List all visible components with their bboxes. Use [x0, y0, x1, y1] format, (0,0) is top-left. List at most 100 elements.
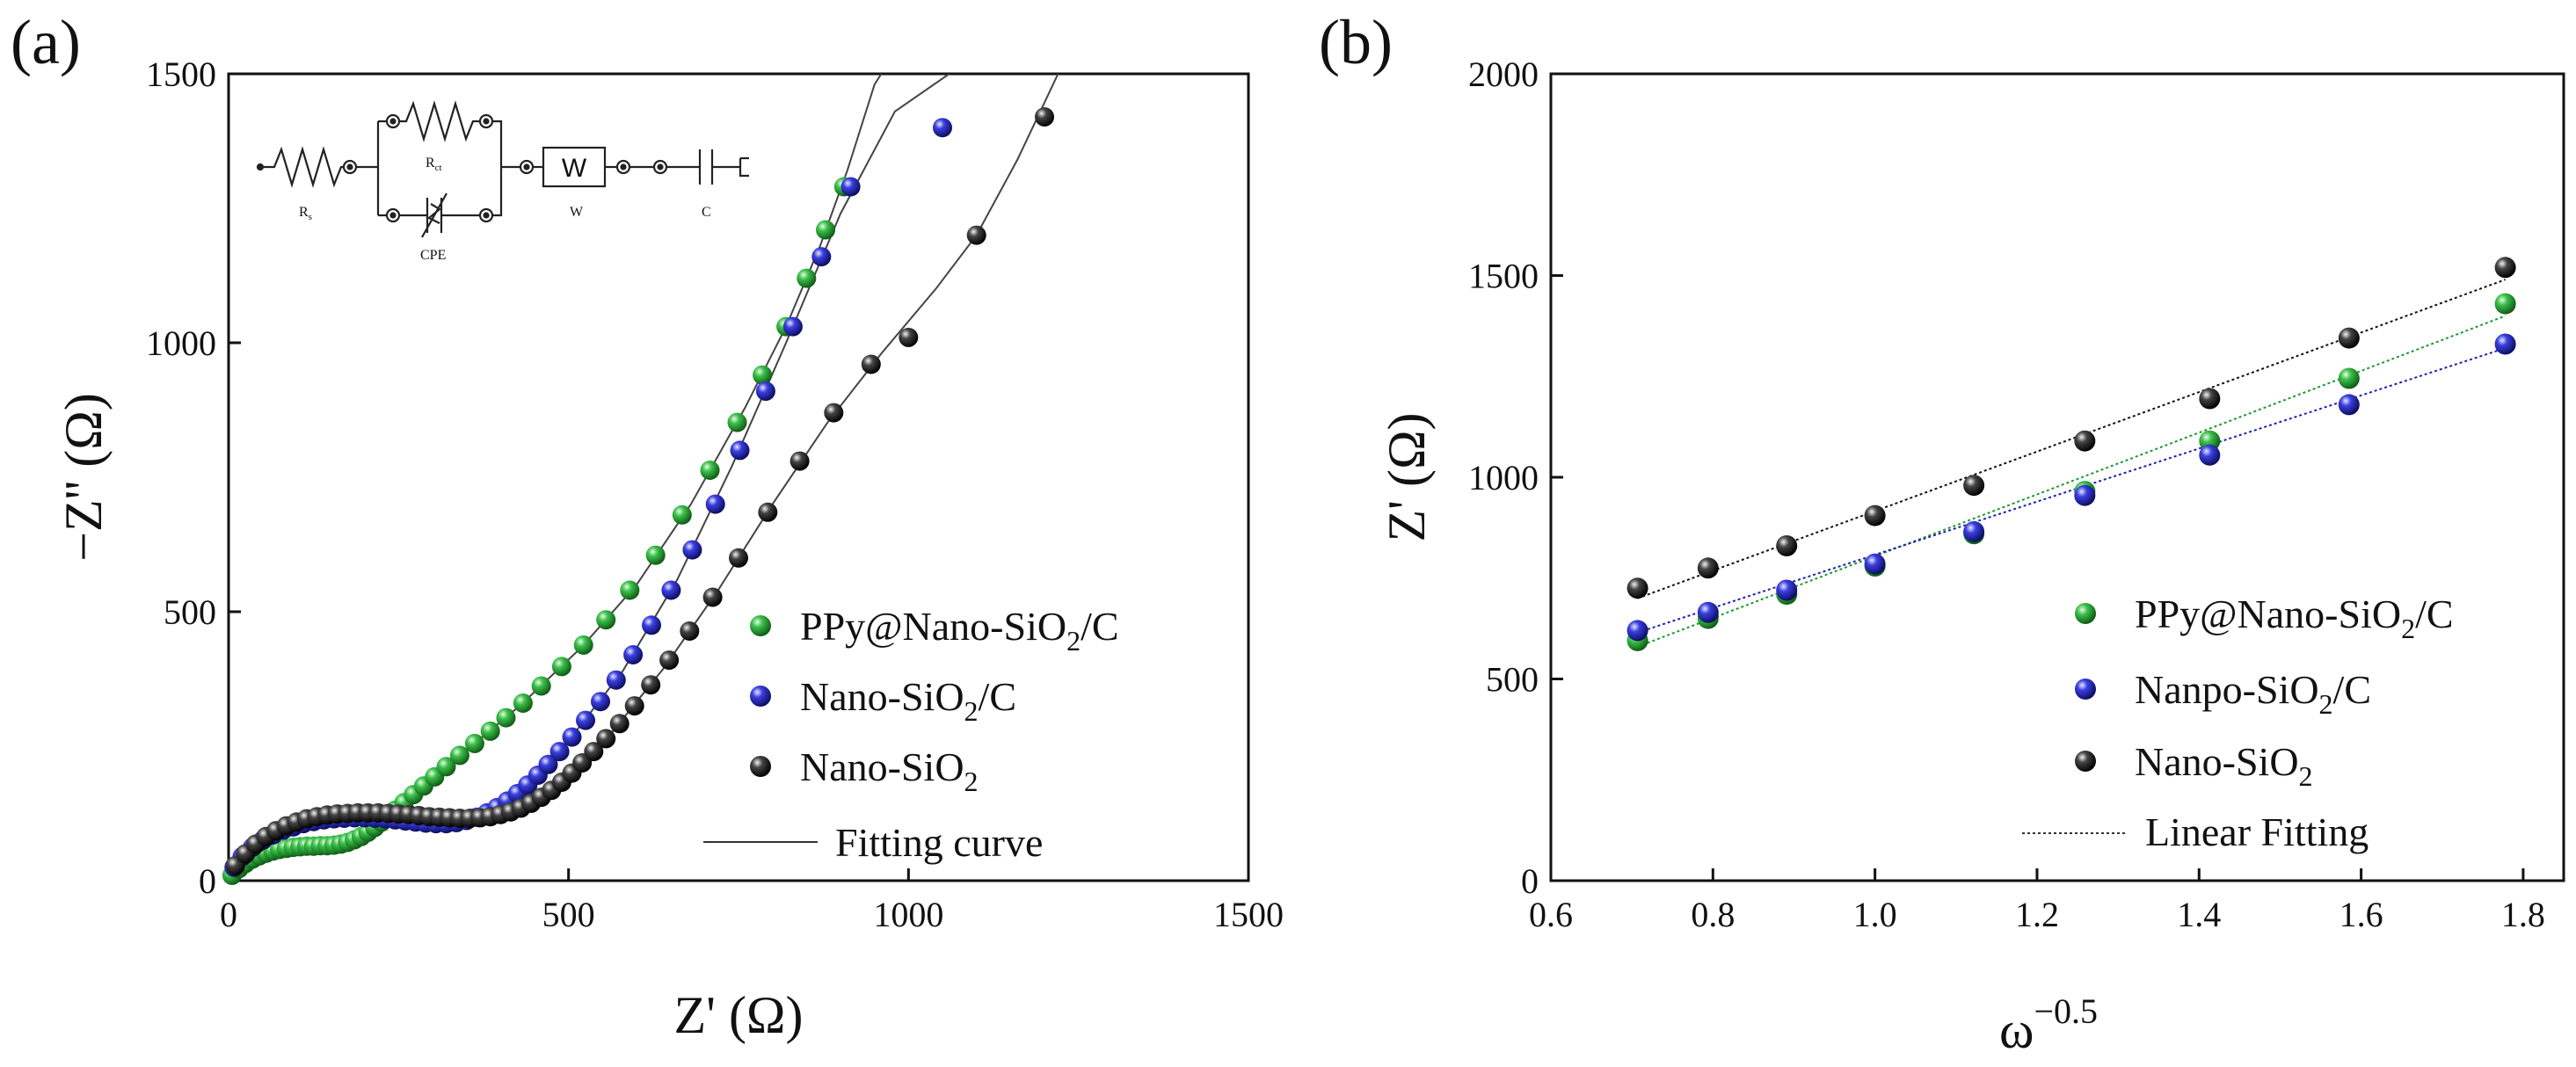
point-nanpo-sio2-c [2338, 394, 2360, 416]
point-ppy-nano-sio2-c [513, 693, 533, 713]
point-ppy-nano-sio2-c [645, 545, 666, 565]
point-nano-sio2 [1864, 504, 1886, 526]
x-tick-label: 1500 [1213, 895, 1284, 934]
point-ppy-nano-sio2-c [436, 757, 456, 777]
point-nano-sio2-c [730, 440, 750, 461]
point-ppy-nano-sio2-c [531, 676, 551, 696]
circuit-rs-label: Rs [299, 205, 312, 222]
point-nano-sio2-c [576, 710, 595, 730]
y-tick-label: 1000 [1468, 458, 1539, 497]
point-nano-sio2 [624, 696, 644, 716]
point-nano-sio2 [2494, 257, 2516, 279]
x-tick-label: 500 [542, 895, 595, 934]
point-nano-sio2-c [705, 494, 725, 514]
panel-b-label: (b) [1319, 7, 1393, 77]
point-nano-sio2-c [661, 580, 681, 600]
panel-b-data-points [1626, 257, 2516, 651]
point-nanpo-sio2-c [1626, 620, 1648, 642]
point-nano-sio2-c [642, 615, 661, 635]
point-nanpo-sio2-c [2199, 444, 2221, 466]
point-ppy-nano-sio2-c [672, 504, 692, 525]
point-nano-sio2 [2199, 388, 2221, 410]
point-nano-sio2-c [933, 118, 952, 138]
point-ppy-nano-sio2-c [2338, 367, 2360, 389]
legend-label-linear-fitting: Linear Fitting [2145, 809, 2369, 854]
panel-b-y-axis-title: Z' (Ω) [1378, 412, 1436, 541]
x-tick-label: 1.4 [2177, 895, 2221, 934]
point-ppy-nano-sio2-c [700, 461, 720, 480]
x-tick-label: 0.6 [1529, 895, 1573, 934]
legend-marker-nanpo-sio2-c [2075, 679, 2096, 700]
point-nano-sio2-c [606, 670, 626, 690]
circuit-c-label: C [702, 205, 711, 220]
point-nano-sio2-c [549, 742, 570, 762]
circuit-rct-resistor [399, 100, 480, 142]
point-nano-sio2-c [538, 754, 558, 774]
x-tick-label: 1.8 [2501, 895, 2545, 934]
point-nanpo-sio2-c [1963, 521, 1985, 542]
point-nano-sio2 [790, 451, 810, 471]
point-nano-sio2 [609, 714, 629, 734]
circuit-capacitor [666, 149, 749, 185]
circuit-labels: Rs Rct CPE W W C [299, 154, 711, 263]
point-ppy-nano-sio2-c [480, 721, 500, 741]
panel-a-legend: PPy@Nano-SiO2/C Nano-SiO2/C Nano-SiO2 Fi… [703, 604, 1119, 865]
legend-label-fitting-curve: Fitting curve [835, 820, 1043, 865]
panel-a-ticks: 0 500 1000 1500 0 500 1000 1500 [146, 54, 1284, 934]
point-nano-sio2 [966, 225, 986, 245]
x-tick-label: 0 [220, 895, 237, 934]
circuit-w-label: W [570, 205, 584, 220]
legend-label-nanpo-sio2-c: Nanpo-SiO2/C [2135, 667, 2371, 720]
point-ppy-nano-sio2-c [573, 635, 593, 655]
y-tick-label: 2000 [1468, 54, 1539, 94]
legend-marker-ppy [750, 615, 771, 636]
panel-b-warburg: (b) 0.6 0.8 1.0 1.2 1.4 1.6 1.8 0 500 1000 1500 200… [1319, 7, 2565, 1059]
point-nano-sio2 [641, 675, 661, 695]
circuit-w-box-label: W [562, 154, 587, 183]
circuit-rct-label: Rct [426, 156, 442, 173]
panel-b-ticks: 0.6 0.8 1.0 1.2 1.4 1.6 1.8 0 500 1000 1500 2000 [1468, 54, 2545, 934]
point-nano-sio2 [596, 729, 616, 749]
point-ppy-nano-sio2-c [620, 580, 640, 600]
legend-marker-nano-sio2 [2075, 751, 2096, 772]
point-ppy-nano-sio2-c [496, 708, 516, 728]
point-nano-sio2 [2074, 430, 2096, 452]
point-nano-sio2 [758, 502, 778, 522]
point-nano-sio2 [899, 327, 919, 347]
x-tick-label: 1.0 [1853, 895, 1897, 934]
legend-label-nano-sio2-c: Nano-SiO2/C [800, 674, 1016, 727]
point-nano-sio2-c [623, 645, 644, 664]
x-tick-label: 0.8 [1691, 895, 1735, 934]
point-ppy-nano-sio2-c [727, 412, 747, 432]
x-tick-label: 1.6 [2340, 895, 2383, 934]
point-nano-sio2-c [782, 316, 803, 337]
panel-b-legend: PPy@Nano-SiO2/C Nanpo-SiO2/C Nano-SiO2 L… [2022, 592, 2454, 854]
panel-b-x-axis-title: ω−0.5 [1999, 991, 2098, 1059]
panel-a-x-axis-title: Z' (Ω) [673, 986, 803, 1044]
circuit-parallel-frame-right [492, 120, 520, 217]
circuit-cpe-element [399, 192, 480, 238]
point-nano-sio2 [702, 587, 723, 607]
y-tick-label: 500 [164, 592, 216, 632]
y-tick-label: 0 [199, 861, 216, 901]
circuit-cpe-label: CPE [420, 248, 446, 263]
panel-a-data-points [222, 107, 1054, 885]
y-tick-label: 500 [1486, 660, 1539, 700]
y-tick-label: 1000 [146, 323, 216, 363]
point-nano-sio2 [584, 742, 604, 762]
legend-marker-nano-sio2-c [750, 686, 771, 707]
point-nano-sio2 [2338, 327, 2360, 349]
equivalent-circuit-inset [256, 100, 749, 238]
point-nanpo-sio2-c [2494, 333, 2516, 355]
point-nano-sio2 [1697, 557, 1719, 579]
point-nanpo-sio2-c [1776, 579, 1798, 601]
point-ppy-nano-sio2-c [449, 745, 469, 766]
point-ppy-nano-sio2-c [596, 610, 616, 630]
point-ppy-nano-sio2-c [753, 365, 773, 385]
panel-a-y-axis-title: −Z'' (Ω) [55, 393, 113, 562]
point-nano-sio2-c [755, 381, 775, 402]
point-nano-sio2-c [682, 540, 702, 560]
panel-a-label: (a) [11, 7, 81, 77]
point-nano-sio2 [1776, 535, 1798, 556]
circuit-parallel-frame [356, 120, 387, 217]
